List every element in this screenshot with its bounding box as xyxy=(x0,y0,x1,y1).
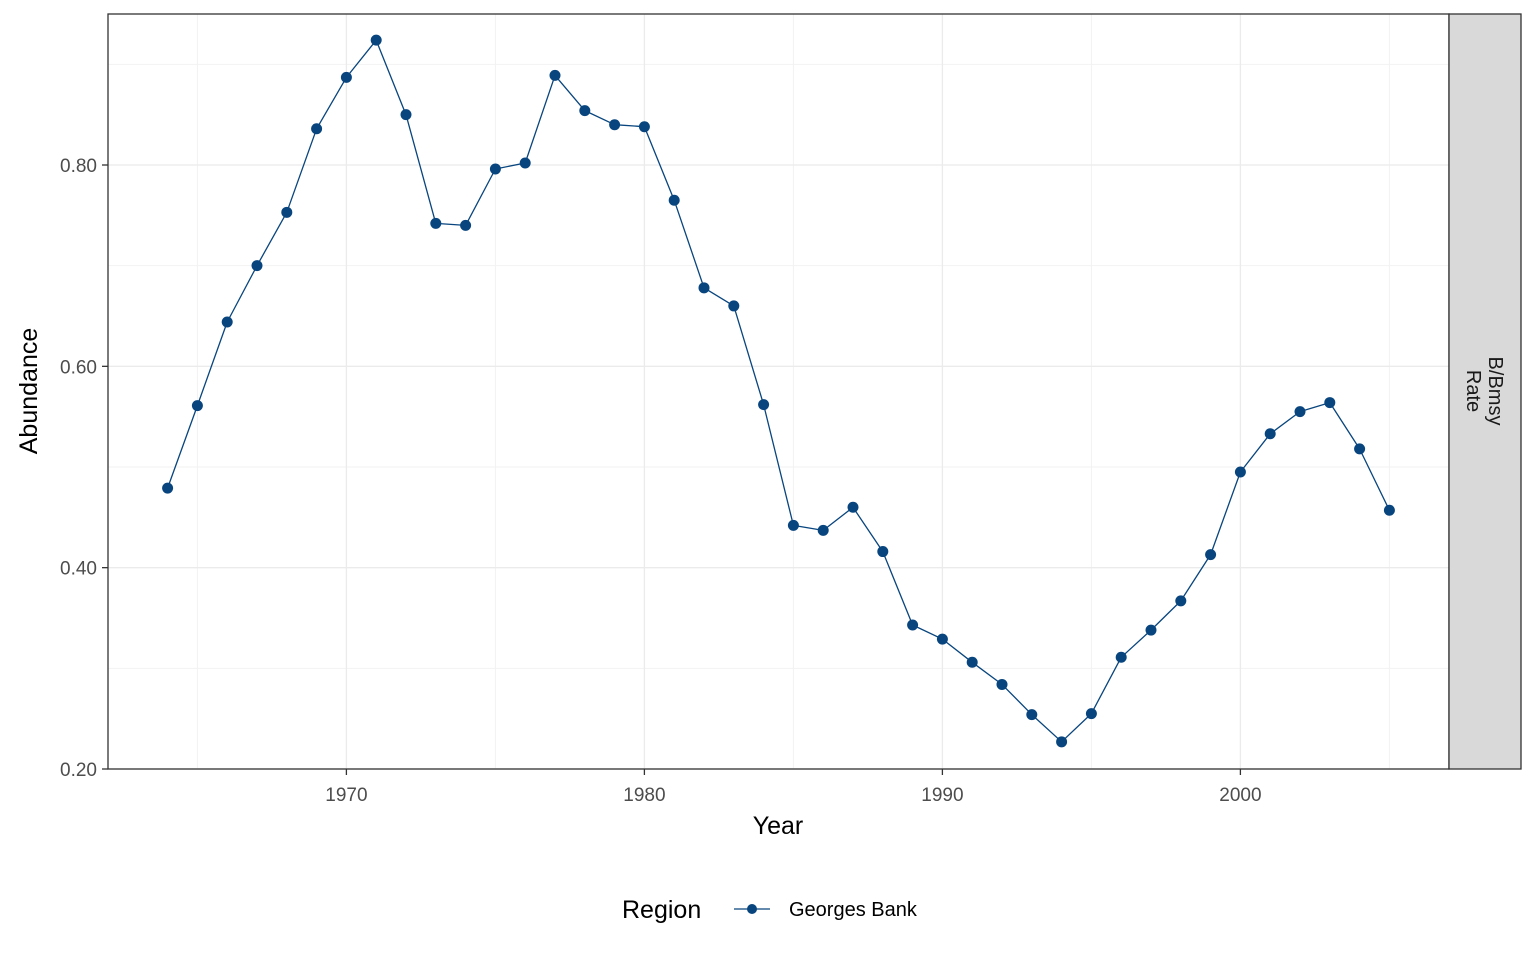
data-point xyxy=(191,400,203,412)
data-point xyxy=(1085,708,1097,720)
series-georges-bank xyxy=(162,34,1395,748)
data-point xyxy=(1175,595,1187,607)
data-point xyxy=(877,546,889,558)
data-point xyxy=(251,260,263,272)
data-point xyxy=(519,157,531,169)
data-point xyxy=(847,501,859,513)
data-point xyxy=(996,678,1008,690)
x-axis-ticks: 1970 1980 1990 2000 xyxy=(325,769,1262,806)
y-tick-label: 0.80 xyxy=(60,156,97,177)
facet-strip xyxy=(1448,13,1522,770)
data-point xyxy=(221,316,233,328)
y-axis-title: Abundance xyxy=(15,328,43,455)
data-point xyxy=(1026,709,1038,721)
data-point xyxy=(907,619,919,631)
y-tick-label: 0.20 xyxy=(60,760,97,781)
x-tick-label: 1970 xyxy=(325,785,367,806)
data-point xyxy=(549,69,561,81)
data-point xyxy=(430,217,442,229)
data-point xyxy=(1294,406,1306,418)
data-point xyxy=(1205,549,1217,561)
legend-key-point xyxy=(747,904,757,914)
series-line xyxy=(166,39,1390,743)
data-point xyxy=(1115,651,1127,663)
x-axis-title: Year xyxy=(753,812,804,840)
data-point xyxy=(668,194,680,206)
data-point xyxy=(1383,504,1395,516)
data-point xyxy=(162,482,174,494)
x-tick-label: 1990 xyxy=(921,785,963,806)
y-tick-label: 0.60 xyxy=(60,357,97,378)
legend-label-georges-bank: Georges Bank xyxy=(789,899,918,921)
x-tick-label: 1980 xyxy=(623,785,665,806)
data-point xyxy=(311,123,323,135)
data-point xyxy=(936,633,948,645)
data-point xyxy=(638,121,650,133)
data-point xyxy=(460,219,472,231)
data-point xyxy=(1056,736,1068,748)
y-axis-ticks: 0.20 0.40 0.60 0.80 xyxy=(60,156,108,781)
data-point xyxy=(370,34,382,46)
facet-strip-label-line2: Rate xyxy=(1462,370,1484,412)
data-point xyxy=(579,105,591,117)
data-point xyxy=(1354,443,1366,455)
legend: Region Georges Bank xyxy=(622,896,918,924)
data-point xyxy=(281,206,293,218)
plot-background xyxy=(108,14,1449,769)
data-point xyxy=(966,656,978,668)
data-point xyxy=(758,399,770,411)
data-point xyxy=(400,109,412,121)
data-point xyxy=(698,282,710,294)
data-point xyxy=(787,519,799,531)
data-point xyxy=(609,119,621,131)
data-point xyxy=(817,524,829,536)
legend-title: Region xyxy=(622,896,701,924)
data-point xyxy=(1234,466,1246,478)
data-point xyxy=(728,300,740,312)
data-point xyxy=(1264,428,1276,440)
data-point xyxy=(1145,624,1157,636)
data-point xyxy=(1324,397,1336,409)
x-tick-label: 2000 xyxy=(1219,785,1261,806)
data-point xyxy=(489,163,501,175)
data-point xyxy=(340,71,352,83)
facet-strip-label-line1: B/Bmsy xyxy=(1484,357,1506,426)
y-tick-label: 0.40 xyxy=(60,559,97,580)
